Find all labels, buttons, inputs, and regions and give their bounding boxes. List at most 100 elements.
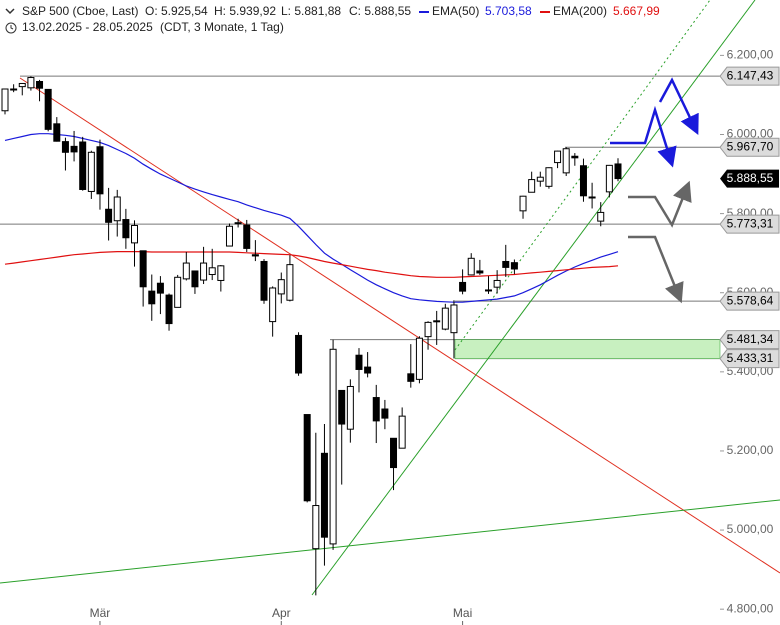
header-bg [0,0,640,38]
x-tick-label: Mai [453,606,472,620]
candle-body [433,320,441,323]
high-label: H: 5.939,92 [214,4,276,18]
close-label: C: 5.888,55 [349,4,411,18]
candle-body [510,262,518,270]
arrow [658,77,699,136]
candle-body [571,155,579,159]
header: S&P 500 (Cboe, Last) O: 5.925,54 H: 5.93… [0,0,660,38]
level-label: 5.773,31 [727,216,774,230]
candle-body [424,321,432,338]
levels [0,75,721,360]
candle-body [113,196,121,222]
candle-body [105,208,113,223]
date-range: 13.02.2025 - 28.05.2025 [22,20,153,34]
candle-body [182,262,190,280]
level-tag [719,66,780,86]
y-tick-label: 4.800,00 [727,601,774,615]
candle-body [131,224,139,244]
candle-body [536,176,544,182]
candle-body [174,276,182,308]
level-tag [719,330,780,350]
legend-value: 5.703,58 [485,4,532,18]
candle-body [415,337,423,380]
chevron-icon [5,8,15,15]
legend-label: EMA(50) [432,4,479,18]
level-label: 5.481,34 [727,332,774,346]
candle-body [329,348,337,545]
low-label: L: 5.881,88 [281,4,341,18]
candle-body [303,414,311,502]
candle-body [364,366,372,374]
candle-body [27,77,35,89]
candle-body [225,225,233,247]
level-tag [719,214,780,234]
trend-line [311,0,756,596]
y-tick-label: 6.200,00 [727,48,774,62]
trendlines [0,0,780,596]
candle-body [554,150,562,164]
level-tag [719,137,780,157]
candle-body [10,88,18,91]
candle-body [519,195,527,212]
legend-value: 5.667,99 [613,4,660,18]
candle-body [562,148,570,174]
candle-body [338,389,346,425]
candle-body [346,385,354,430]
candle-body [156,282,164,294]
candle-body [200,262,208,281]
candle-body [312,505,320,550]
clock-hand [10,25,14,30]
candle-body [44,88,52,130]
arrow [610,105,677,168]
candle-body [251,254,259,257]
arrows [610,77,699,304]
candle-body [528,179,536,193]
candle-body [208,267,216,276]
candle-body [243,224,251,249]
candle-body [614,163,622,180]
x-tick-label: Mär [90,606,111,620]
open-label: O: 5.925,54 [145,4,208,18]
candle-body [295,334,303,374]
candle-body [407,373,415,382]
y-axis: 4.800,005.000,005.200,005.400,005.600,00… [719,48,780,615]
candle-body [79,141,87,190]
level-label: 5.967,70 [727,139,774,153]
candle-body [277,279,285,295]
candle-body [70,145,78,153]
x-tick-label: Apr [272,606,291,620]
candle-body [96,146,104,195]
candle-body [381,408,389,419]
candle-body [139,250,147,288]
symbol: S&P 500 (Cboe, Last) [22,4,139,18]
candle-body [450,304,458,334]
plot: Mär Apr Mai [1,76,622,625]
trend-line [19,77,780,574]
candle-body [320,452,328,538]
candle-body [269,287,277,323]
level-label: 6.147,43 [727,68,774,82]
candle-body [545,167,553,187]
candle-body [476,270,484,274]
candle-body [234,222,242,225]
candle-body [53,123,61,142]
candle-body [217,265,225,281]
ema-line [4,133,619,303]
candle-body [372,397,380,422]
chart-info: (CDT, 3 Monate, 1 Tag) [160,20,284,34]
candle-body [165,294,173,325]
ema-line [4,251,619,278]
arrow [628,180,692,228]
candle-body [122,219,130,239]
candle-body [588,196,596,199]
level-tag [719,291,780,311]
level-tag [719,349,780,369]
candle-body [191,270,199,288]
candle-body [441,307,449,330]
candle-body [286,264,294,301]
level-label: 5.578,64 [727,293,774,307]
candle-body [579,165,587,197]
candle-body [355,354,363,370]
candle-body [484,289,492,292]
